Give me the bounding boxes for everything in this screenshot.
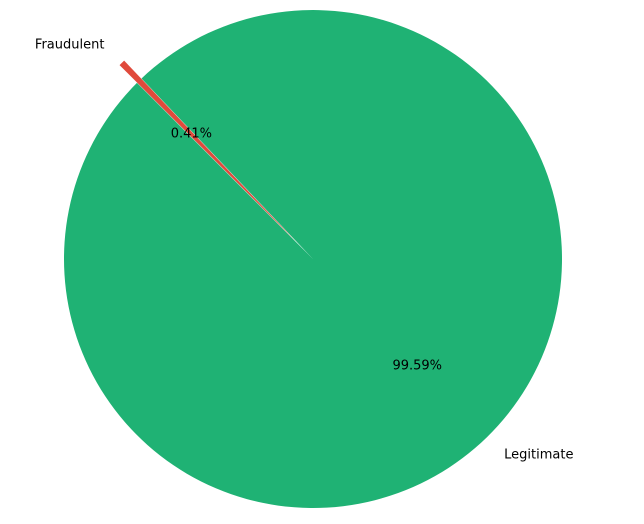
slice-label-legitimate: Legitimate xyxy=(504,448,573,463)
pie-slice-legitimate xyxy=(64,9,563,508)
pie-slice-fraudulent xyxy=(119,60,296,242)
slice-percent-legitimate: 99.59% xyxy=(392,358,442,373)
slice-percent-fraudulent: 0.41% xyxy=(171,127,212,142)
slice-label-fraudulent: Fraudulent xyxy=(35,38,105,53)
